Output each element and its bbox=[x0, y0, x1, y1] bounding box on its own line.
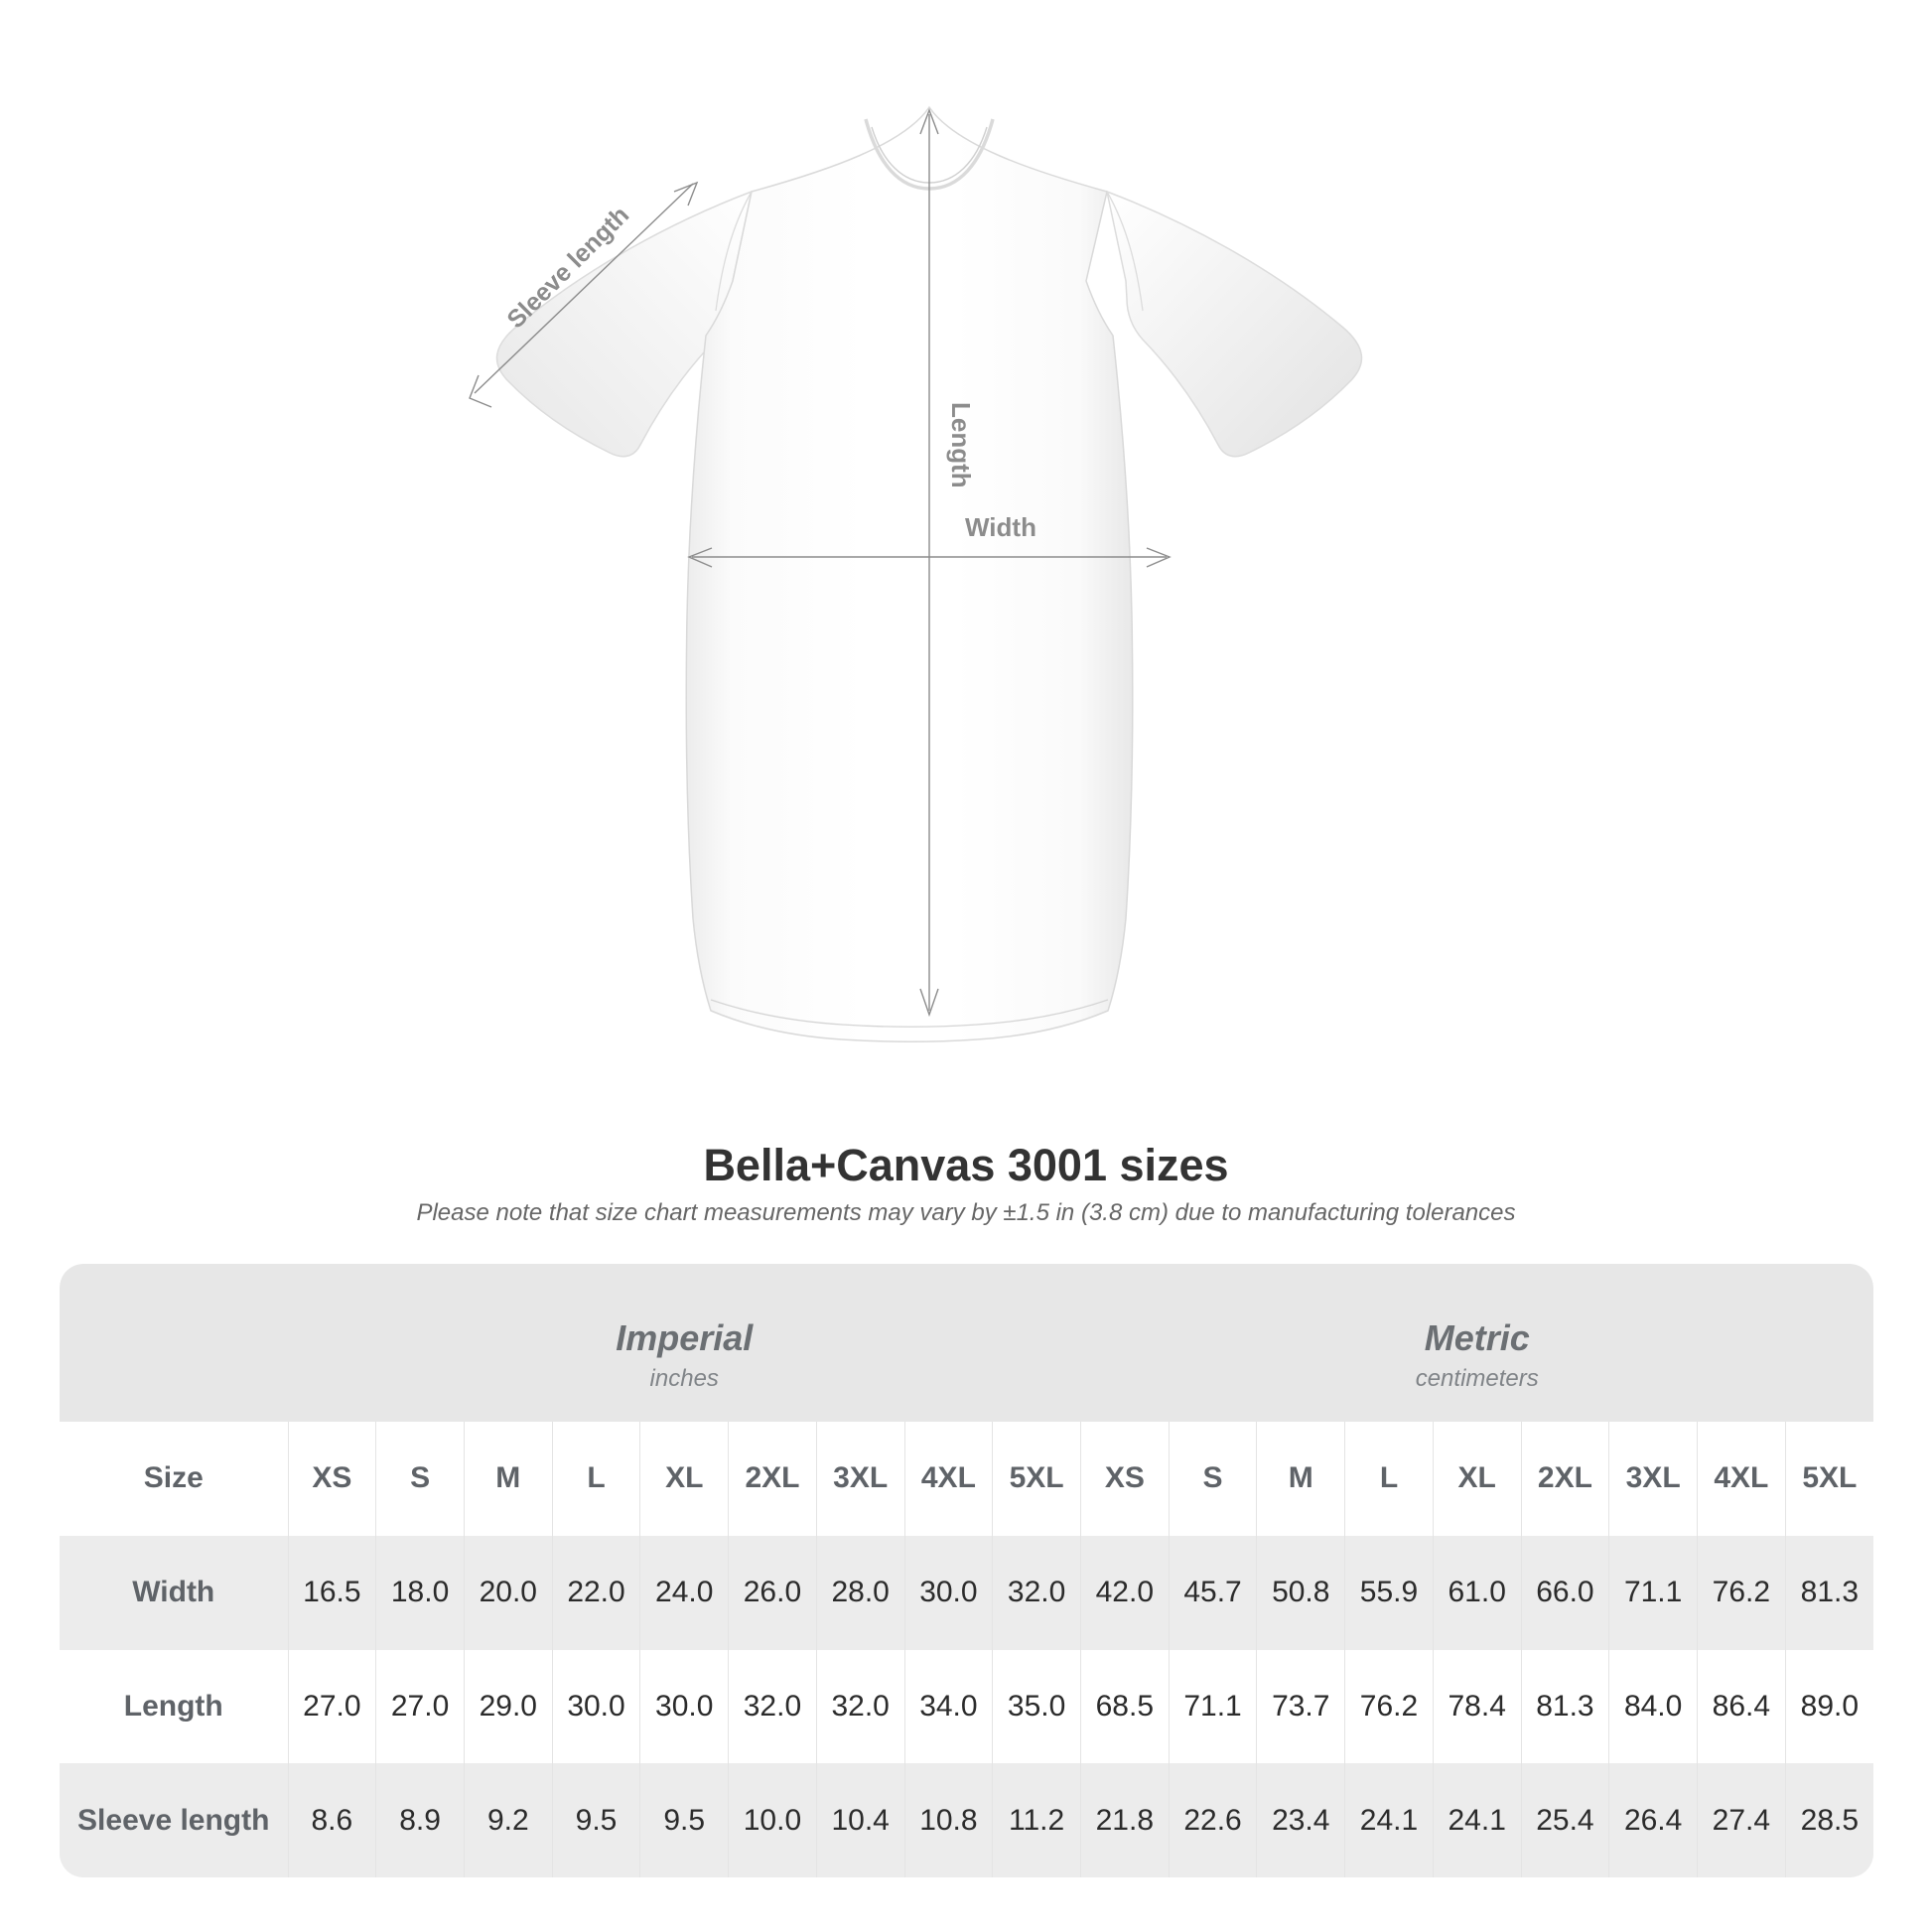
svg-text:Width: Width bbox=[965, 512, 1036, 542]
svg-text:Length: Length bbox=[946, 402, 976, 488]
